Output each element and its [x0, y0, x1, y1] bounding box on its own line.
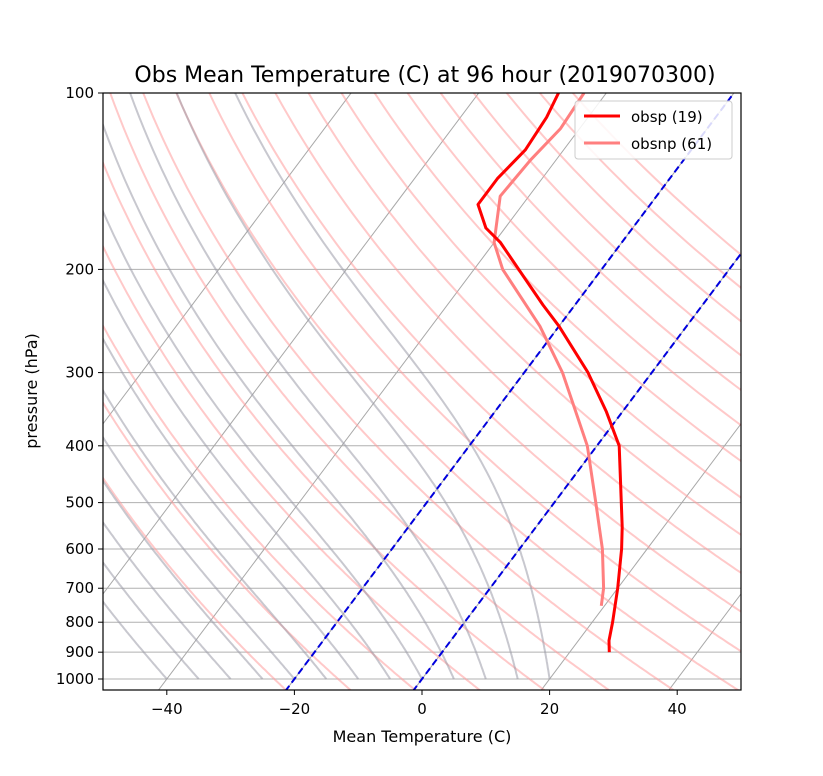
x-axis-ticks: −40 −20 0 20 40 [151, 690, 687, 718]
dry-adiabat-line [241, 93, 741, 613]
y-tick-label: 500 [65, 494, 94, 512]
dry-adiabat-line [103, 323, 417, 690]
dry-adiabat-lines [103, 93, 741, 690]
moist-adiabat-line [103, 560, 200, 680]
mixing-ratio-line [284, 93, 735, 690]
y-tick-label: 800 [65, 613, 94, 631]
moist-adiabat-line [103, 520, 232, 680]
isotherm-line [540, 422, 741, 690]
isotherm-line [103, 93, 480, 595]
moist-adiabat-line [129, 93, 487, 680]
dry-adiabat-line [439, 93, 741, 392]
moist-adiabat-line [103, 208, 423, 680]
moist-adiabat-line [103, 122, 455, 680]
mixing-ratio-line [412, 252, 741, 690]
dry-adiabat-line [274, 93, 741, 575]
profile-series [476, 93, 624, 653]
dry-adiabat-line [373, 93, 741, 463]
moist-adiabat-line [103, 479, 264, 680]
x-axis-title: Mean Temperature (C) [333, 727, 512, 746]
isotherm-line [157, 93, 607, 690]
dry-adiabat-line [103, 160, 546, 690]
y-axis-ticks: 1000 900 800 700 600 500 400 300 200 100 [56, 84, 103, 688]
legend-label-obsp: obsp (19) [631, 108, 703, 126]
moist-adiabat-line [103, 278, 391, 680]
series-line-obsp [476, 93, 624, 653]
dry-adiabat-line [103, 244, 482, 690]
moist-adiabat-line [103, 388, 328, 680]
dry-adiabat-line [103, 476, 288, 690]
dry-adiabat-line [109, 93, 611, 690]
dry-adiabat-line [307, 93, 741, 537]
y-tick-label: 400 [65, 437, 94, 455]
x-tick-label: 0 [417, 700, 427, 718]
y-tick-label: 1000 [56, 670, 94, 688]
legend-label-obsnp: obsnp (61) [631, 135, 712, 153]
dry-adiabat-line [472, 93, 741, 357]
y-tick-label: 700 [65, 579, 94, 597]
plot-area [103, 93, 741, 690]
dry-adiabat-line [208, 93, 741, 653]
dry-adiabat-line [406, 93, 741, 427]
moist-adiabat-line [234, 93, 551, 680]
dry-adiabat-line [340, 93, 741, 499]
dry-adiabat-line [103, 400, 353, 690]
y-tick-label: 900 [65, 643, 94, 661]
moist-adiabat-line [175, 93, 519, 680]
x-tick-label: 20 [540, 700, 559, 718]
moist-adiabat-line [103, 435, 296, 680]
y-tick-label: 300 [65, 364, 94, 382]
x-tick-label: −40 [151, 700, 183, 718]
moist-adiabat-line [103, 600, 168, 680]
mixing-ratio-lines [284, 93, 741, 690]
x-tick-label: 40 [668, 700, 687, 718]
x-tick-label: −20 [279, 700, 311, 718]
isotherm-line [103, 93, 352, 425]
dry-adiabat-line [142, 93, 676, 690]
y-tick-label: 200 [65, 260, 94, 278]
y-tick-label: 100 [65, 84, 94, 102]
series-line-obsnp [492, 93, 606, 606]
y-tick-label: 600 [65, 540, 94, 558]
legend: obsp (19) obsnp (61) [574, 100, 733, 160]
chart-title: Obs Mean Temperature (C) at 96 hour (201… [134, 63, 715, 88]
y-axis-title: pressure (hPa) [22, 333, 41, 449]
